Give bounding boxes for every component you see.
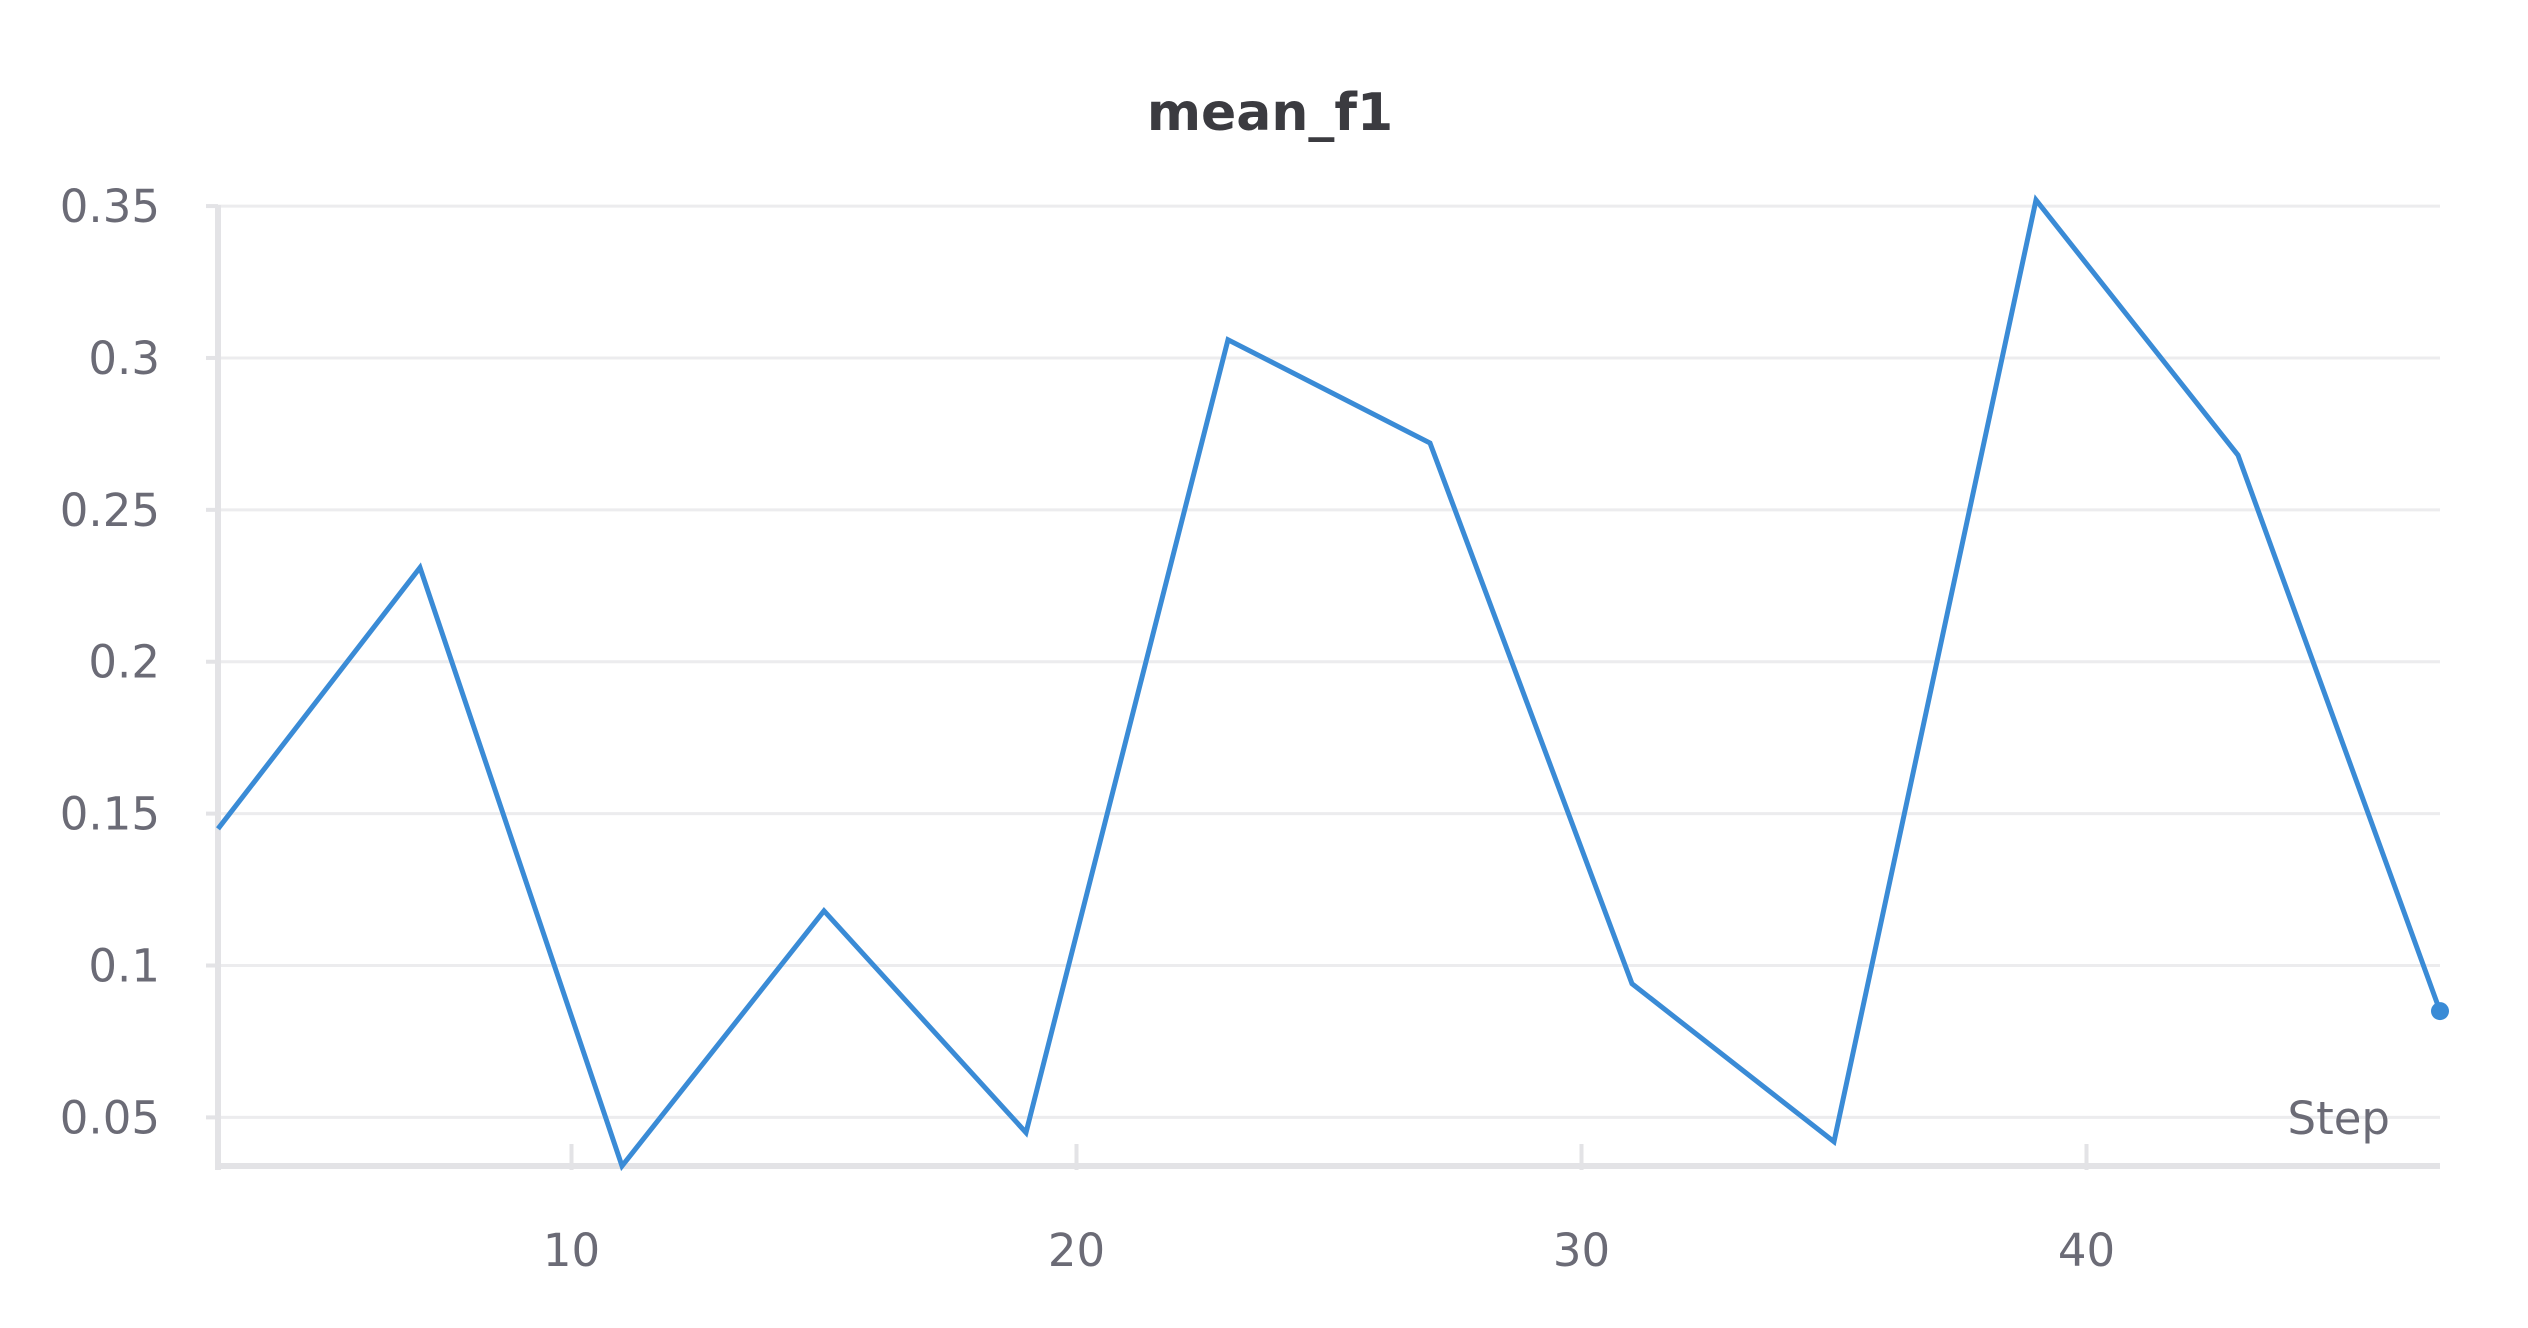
series-layer: [216, 194, 2449, 1172]
y-tick-label: 0.15: [60, 788, 160, 841]
y-tick-label: 0.25: [60, 484, 160, 537]
x-axis-label: Step: [2288, 1092, 2390, 1145]
chart-title: mean_f1: [1147, 83, 1393, 143]
x-tick-label: 30: [1553, 1224, 1610, 1277]
grid-lines: [218, 204, 2440, 1119]
axes: 0.05 0.1 0.15 0.2 0.25 0.3 0.35 10 20 30 40: [60, 180, 2440, 1277]
y-tick-label: 0.3: [88, 332, 160, 385]
x-tick-label: 20: [1048, 1224, 1105, 1277]
series-end-point: [2431, 1002, 2449, 1021]
y-tick-label: 0.35: [60, 180, 160, 233]
y-tick-label: 0.1: [88, 940, 160, 993]
x-tick-label: 40: [2058, 1224, 2115, 1277]
series-line: [216, 194, 2443, 1172]
y-tick-label: 0.05: [60, 1091, 160, 1144]
x-tick-label: 10: [543, 1224, 600, 1277]
y-tick-label: 0.2: [88, 636, 160, 689]
